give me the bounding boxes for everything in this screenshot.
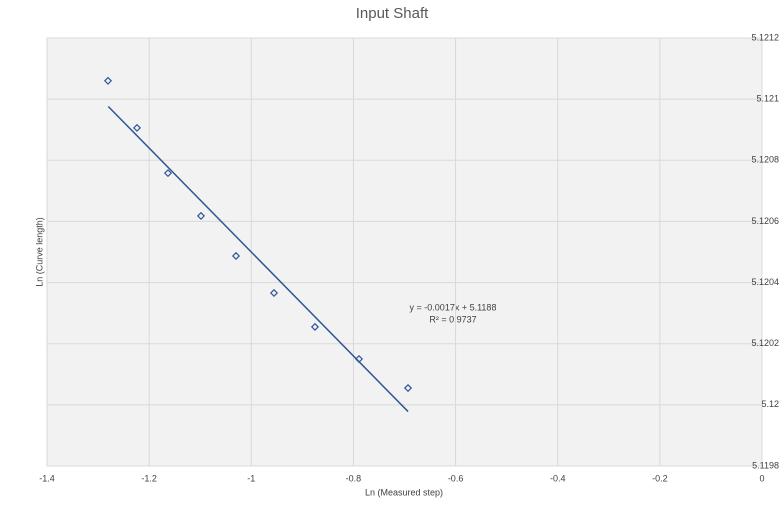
y-tick-label: 5.1212 <box>751 32 779 42</box>
y-tick-label: 5.1206 <box>751 216 779 226</box>
x-tick-label: -0.2 <box>652 473 668 483</box>
x-tick-label: -0.6 <box>448 473 464 483</box>
scatter-point <box>132 123 142 132</box>
scatter-point <box>163 169 173 178</box>
plot-area <box>47 38 762 466</box>
y-axis-label: Ln (Curve length) <box>34 217 44 287</box>
scatter-point <box>354 354 364 364</box>
x-tick-label: -0.4 <box>550 473 566 483</box>
y-tick-label: 5.1198 <box>752 460 779 470</box>
y-tick-label: 5.12 <box>761 399 779 409</box>
y-tick-label: 5.1202 <box>751 338 779 348</box>
trend-r-squared: R² = 0.9737 <box>429 314 476 324</box>
x-axis-label: Ln (Measured step) <box>365 487 443 497</box>
x-tick-label: -1.2 <box>141 473 157 483</box>
y-tick-label: 5.1208 <box>751 155 779 165</box>
scatter-point <box>231 251 241 261</box>
scatter-point <box>310 322 320 331</box>
chart-title: Input Shaft <box>356 5 429 22</box>
scatter-point <box>103 76 113 85</box>
trend-equation: y = -0.0017x + 5.1188 <box>410 302 497 312</box>
x-tick-label: -1 <box>247 473 255 483</box>
x-tick-label: 0 <box>759 473 764 483</box>
y-tick-label: 5.1204 <box>751 277 779 287</box>
scatter-point <box>269 288 279 298</box>
x-tick-label: -0.8 <box>346 473 362 483</box>
y-tick-label: 5.121 <box>756 94 779 104</box>
scatter-point <box>403 383 413 393</box>
scatter-point <box>196 211 206 220</box>
x-tick-label: -1.4 <box>39 473 55 483</box>
